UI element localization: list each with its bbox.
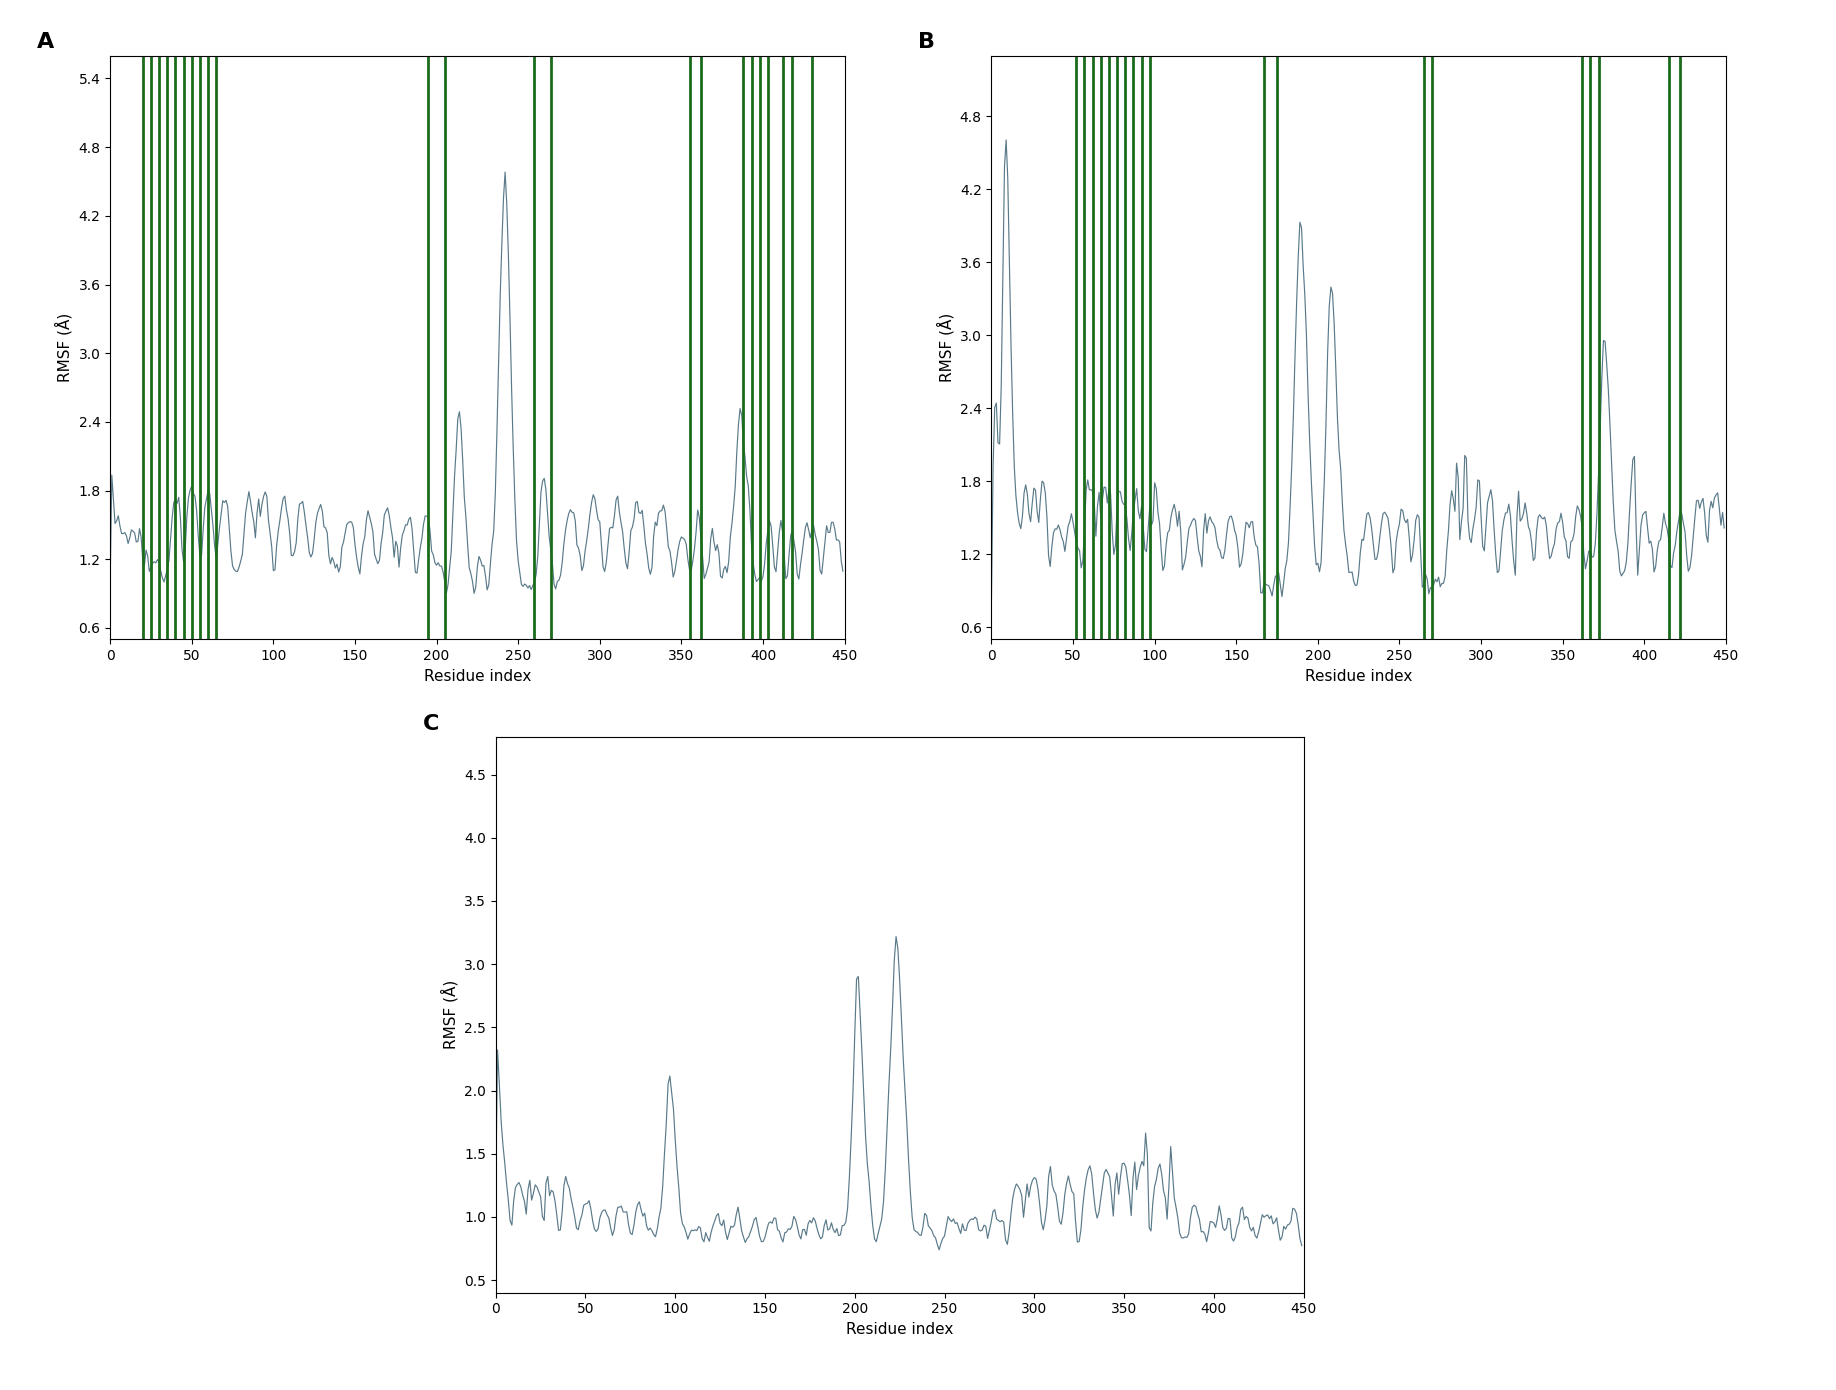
- X-axis label: Residue index: Residue index: [1305, 669, 1412, 684]
- Y-axis label: RMSF (Å): RMSF (Å): [55, 313, 73, 382]
- X-axis label: Residue index: Residue index: [424, 669, 531, 684]
- X-axis label: Residue index: Residue index: [846, 1322, 953, 1337]
- Y-axis label: RMSF (Å): RMSF (Å): [441, 980, 459, 1049]
- Text: A: A: [37, 32, 53, 53]
- Y-axis label: RMSF (Å): RMSF (Å): [936, 313, 955, 382]
- Text: C: C: [422, 714, 439, 734]
- Text: B: B: [918, 32, 935, 53]
